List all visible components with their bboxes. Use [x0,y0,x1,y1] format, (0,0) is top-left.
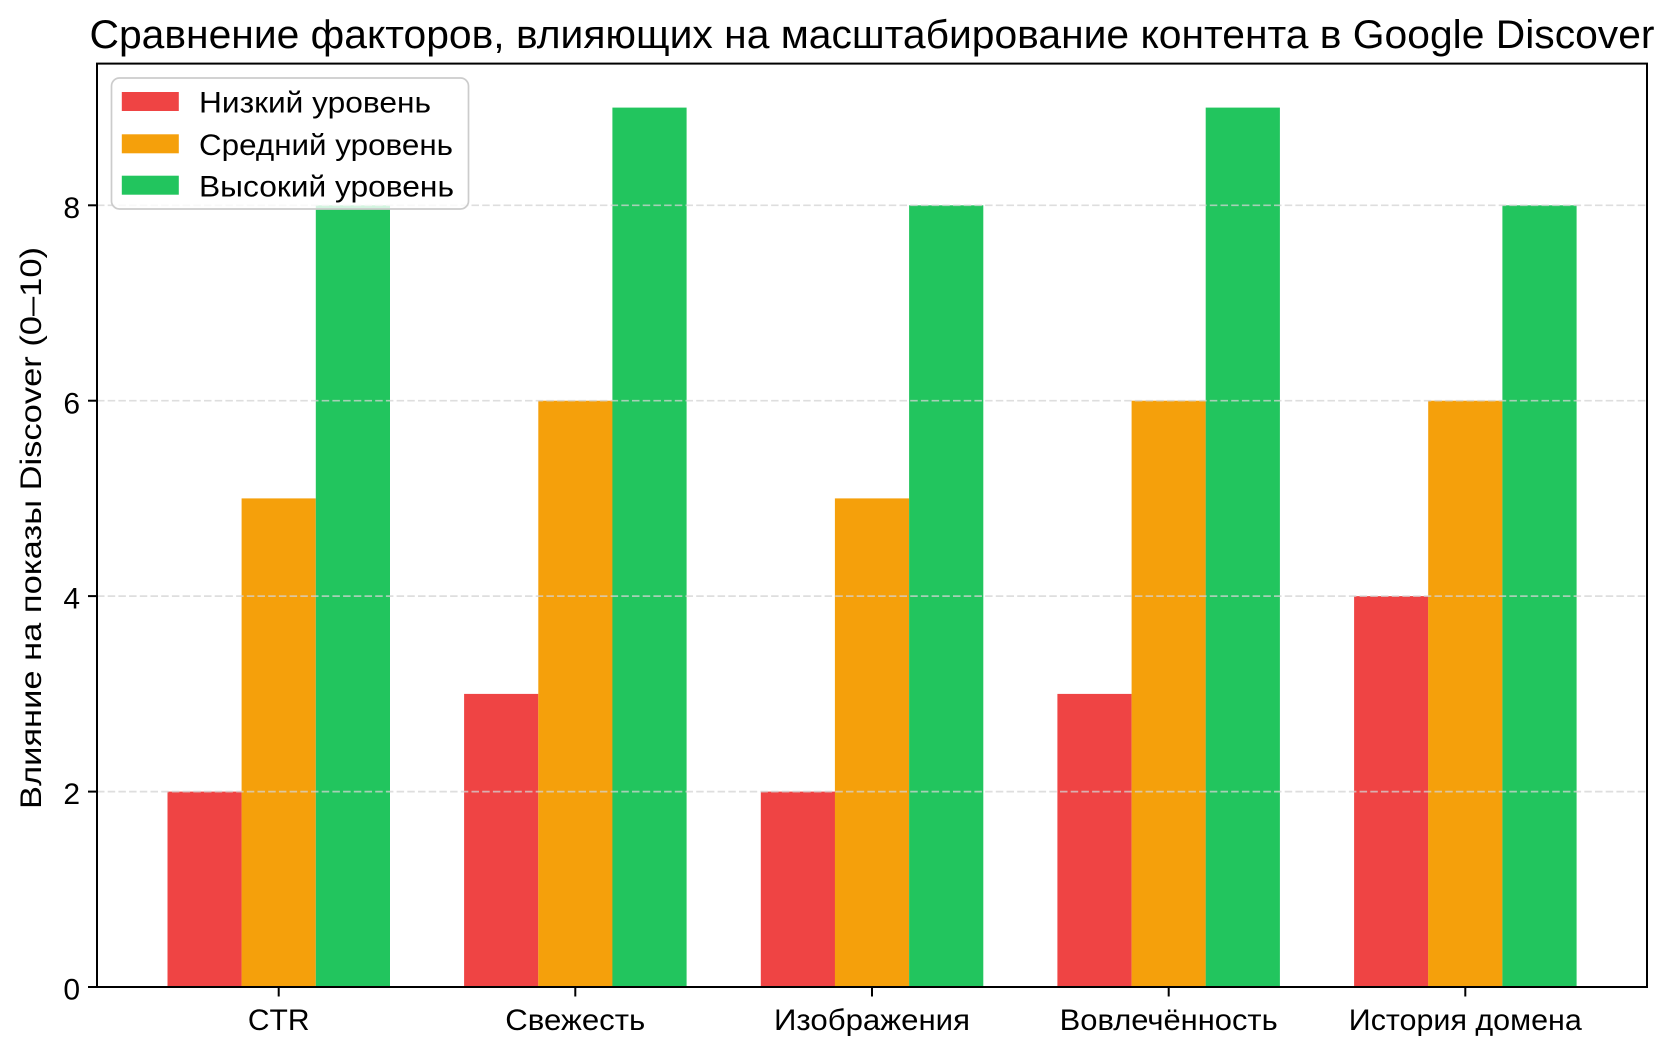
svg-text:CTR: CTR [248,1004,310,1037]
svg-text:История домена: История домена [1349,1004,1582,1037]
svg-text:Высокий уровень: Высокий уровень [199,170,454,203]
svg-text:6: 6 [63,387,80,420]
svg-text:Влияние на показы Discover (0–: Влияние на показы Discover (0–10) [15,247,48,809]
svg-text:0: 0 [63,974,80,1007]
svg-text:4: 4 [63,583,80,616]
svg-text:Сравнение факторов, влияющих н: Сравнение факторов, влияющих на масштаби… [90,13,1655,57]
svg-text:Низкий уровень: Низкий уровень [199,87,431,120]
svg-text:Изображения: Изображения [774,1004,970,1037]
svg-text:8: 8 [63,192,80,225]
svg-text:Свежесть: Свежесть [505,1004,645,1037]
svg-text:Вовлечённость: Вовлечённость [1060,1004,1278,1037]
svg-text:2: 2 [63,778,80,811]
svg-text:Средний уровень: Средний уровень [199,129,453,162]
